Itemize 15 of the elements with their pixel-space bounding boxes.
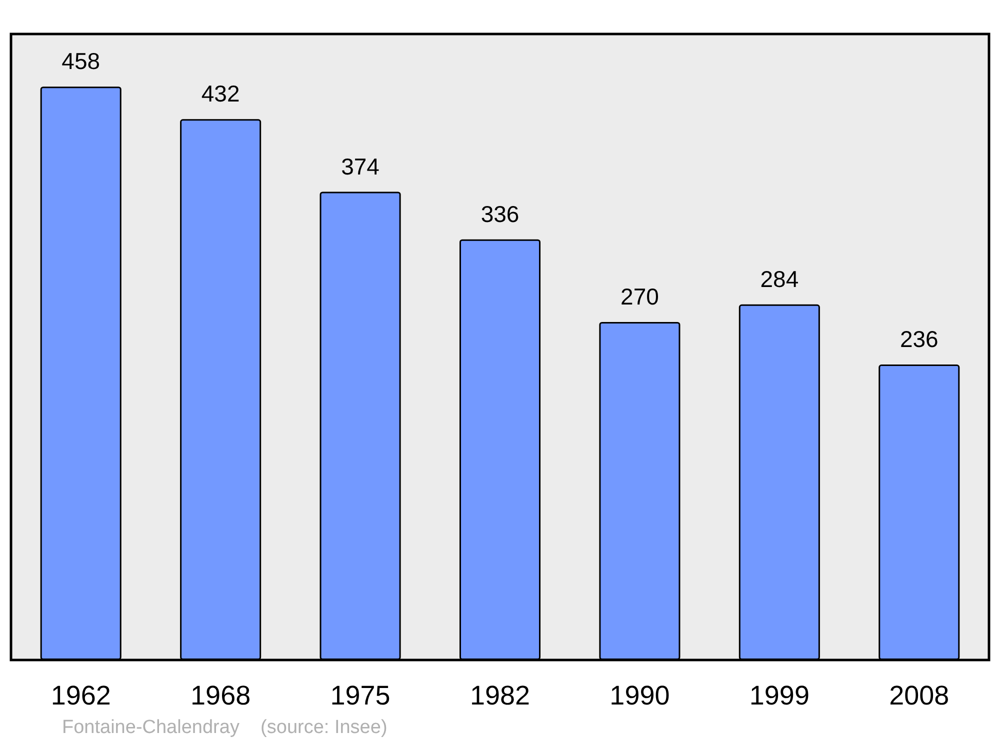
x-tick-label: 1962 (50, 680, 111, 710)
x-tick-label: 1999 (749, 680, 810, 710)
data-label: 432 (201, 80, 240, 107)
data-label: 236 (900, 326, 938, 352)
data-label: 336 (480, 200, 520, 227)
data-label: 270 (620, 283, 659, 310)
x-tick-label: 2008 (889, 680, 950, 710)
x-tick-label: 1982 (470, 680, 530, 710)
text: Fontaine-Chalendray (source: Insee) (62, 717, 388, 738)
x-tick-label: 1990 (610, 680, 670, 710)
x-tick-label: 1968 (190, 680, 251, 710)
data-label: 284 (760, 266, 799, 292)
data-label: 458 (62, 48, 100, 74)
data-label: 374 (341, 153, 380, 180)
x-tick-label: 1975 (330, 680, 390, 710)
